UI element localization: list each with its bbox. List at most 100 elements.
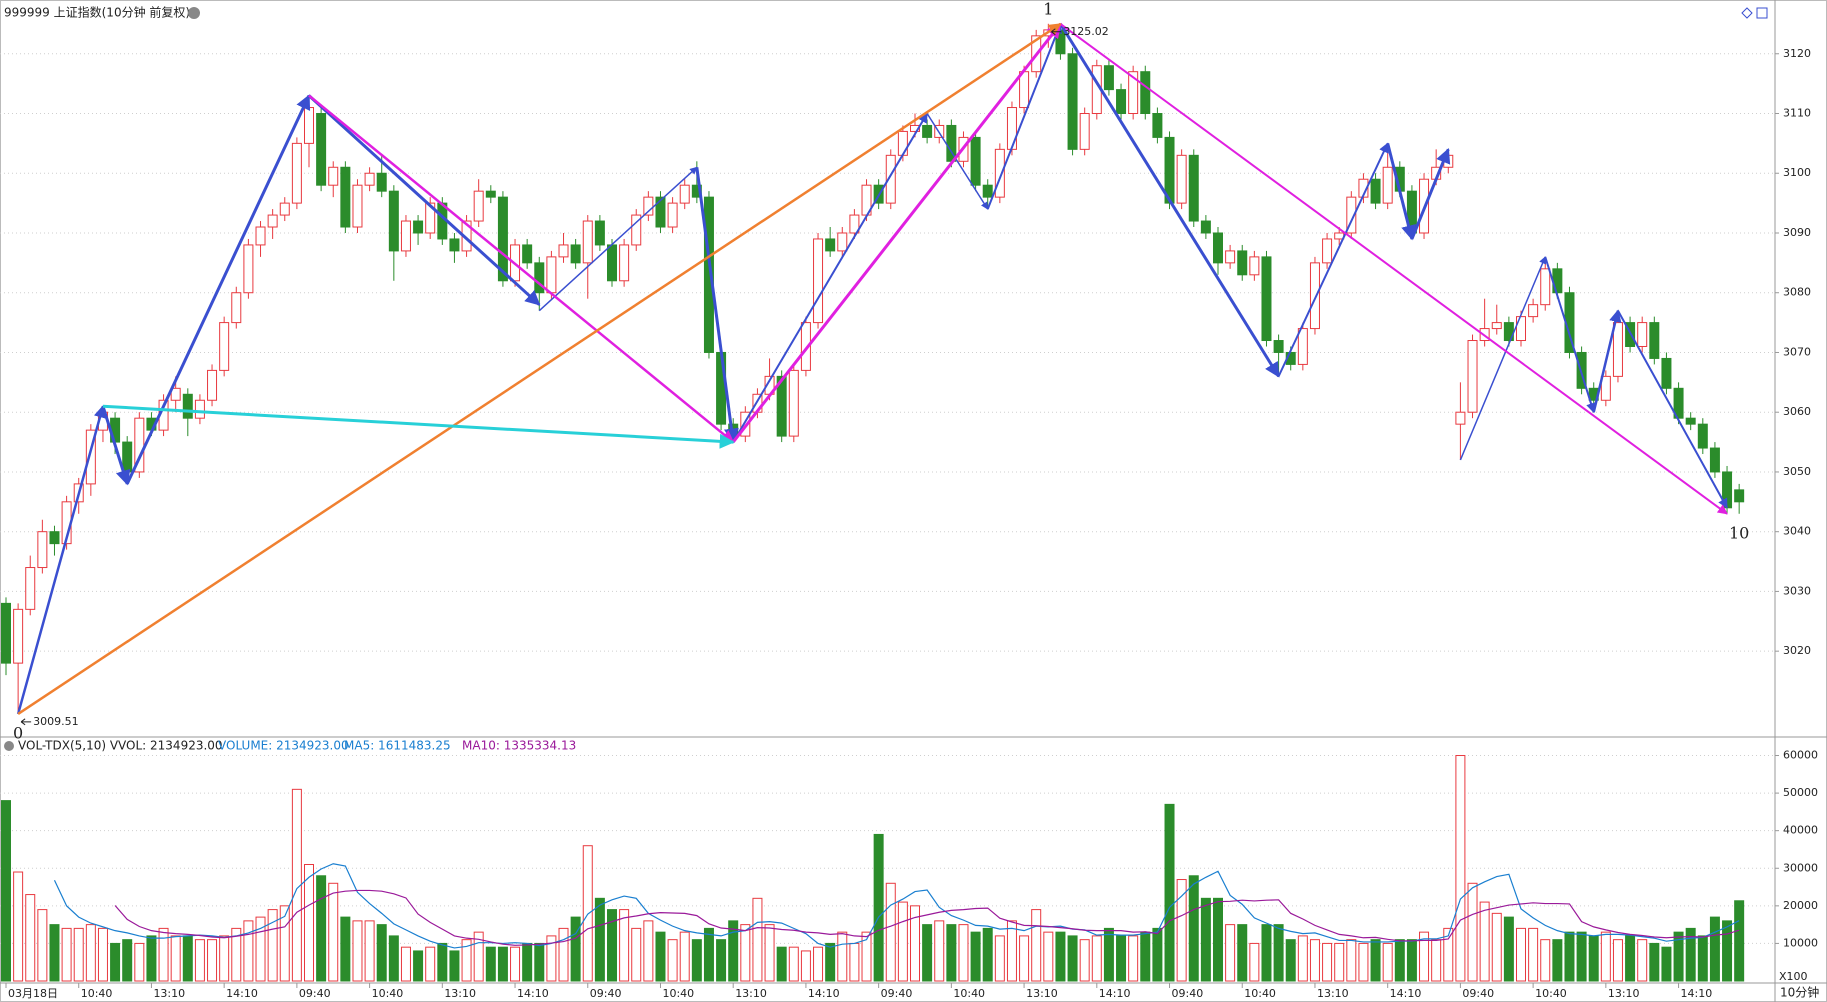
volume-bar xyxy=(49,924,60,982)
trend-line xyxy=(1059,23,1728,515)
volume-bar xyxy=(1540,939,1551,982)
volume-bar xyxy=(885,882,896,982)
trend-line xyxy=(1277,142,1389,377)
candle-body xyxy=(352,184,363,228)
candle-body xyxy=(207,369,218,401)
candle-body xyxy=(885,154,896,204)
volume-bar xyxy=(1152,927,1163,982)
candle-body xyxy=(994,148,1005,198)
x-tick-label: 10:40 xyxy=(662,987,694,1000)
volume-bar xyxy=(1467,882,1478,982)
candle xyxy=(837,227,848,257)
volume-bar xyxy=(207,939,218,982)
volume-bar xyxy=(461,939,472,982)
candle-body xyxy=(1152,113,1163,138)
volume-bar xyxy=(437,942,448,982)
candle-body xyxy=(1661,357,1672,389)
x-tick-label: 13:10 xyxy=(735,987,767,1000)
x-tick-label: 10:40 xyxy=(372,987,404,1000)
wave-label: 1 xyxy=(1043,0,1053,18)
candle-body xyxy=(837,232,848,252)
volume-bar xyxy=(522,942,533,982)
trend-line xyxy=(732,112,928,443)
candle-body xyxy=(231,292,242,324)
candle-body xyxy=(340,166,351,228)
candle xyxy=(1685,412,1696,431)
volume-bar xyxy=(897,901,908,982)
volume-bar xyxy=(1188,875,1199,982)
volume-bar xyxy=(413,950,424,982)
candle-body xyxy=(1079,113,1090,150)
candle-body xyxy=(1467,340,1478,413)
candle xyxy=(800,316,811,377)
candle-body xyxy=(1612,322,1623,377)
candle-body xyxy=(776,375,787,437)
candle xyxy=(825,227,836,257)
candle-body xyxy=(655,196,666,228)
candle xyxy=(594,215,605,251)
candle xyxy=(1528,298,1539,323)
title-icon[interactable] xyxy=(188,7,200,19)
candle xyxy=(291,137,302,210)
volume-bar xyxy=(728,920,739,982)
volume-bar xyxy=(1479,901,1490,982)
trend-line xyxy=(125,94,311,485)
tool-icon[interactable] xyxy=(1741,7,1753,19)
candle-body xyxy=(703,196,714,353)
volume-bar xyxy=(703,927,714,982)
y-tick-label: 3120 xyxy=(1783,47,1811,60)
candle-body xyxy=(534,262,545,294)
candle xyxy=(1152,107,1163,144)
volume-bar xyxy=(219,935,230,982)
volume-bar xyxy=(594,897,605,982)
candle-body xyxy=(570,244,581,264)
x-tick-label: 13:10 xyxy=(1608,987,1640,1000)
vol-y-tick-label: 60000 xyxy=(1783,749,1818,762)
volume-bar xyxy=(1685,927,1696,982)
volume-bar xyxy=(1213,897,1223,982)
vol-icon[interactable] xyxy=(4,741,14,751)
volume-bar xyxy=(1734,900,1745,982)
candle-body xyxy=(1,602,11,664)
candle-body xyxy=(1103,65,1114,91)
candle-body xyxy=(425,202,436,234)
candle-body xyxy=(582,220,593,264)
candle xyxy=(1661,352,1672,395)
candle xyxy=(1370,173,1381,210)
volume-bar xyxy=(328,882,339,982)
candle-body xyxy=(922,124,933,138)
volume-bar xyxy=(1552,939,1563,982)
x-tick-label: 14:10 xyxy=(1390,987,1422,1000)
candle xyxy=(1346,191,1357,239)
candle-body xyxy=(897,130,908,156)
volume-bar xyxy=(946,924,957,982)
volume-bar xyxy=(861,931,872,982)
volume-bar xyxy=(534,942,545,982)
x-tick-label: 10:40 xyxy=(953,987,985,1000)
candle-body xyxy=(37,531,48,569)
tool-icon[interactable] xyxy=(1756,7,1768,19)
candle-body xyxy=(1649,322,1660,359)
volume-bar xyxy=(825,942,836,982)
volume-bar xyxy=(958,924,969,982)
trend-line xyxy=(1459,256,1547,461)
candle xyxy=(473,179,484,228)
candle-body xyxy=(643,196,654,216)
volume-bar xyxy=(122,939,133,982)
volume-bar xyxy=(1406,939,1417,982)
candle-body xyxy=(485,190,496,198)
candle-body xyxy=(1019,71,1030,109)
candle xyxy=(1116,83,1127,120)
candle-body xyxy=(1249,256,1260,276)
y-tick-label: 3080 xyxy=(1783,286,1811,299)
candle-body xyxy=(825,238,836,252)
candle-body xyxy=(667,202,678,228)
volume-bar xyxy=(1285,939,1296,982)
candle-body xyxy=(449,238,460,252)
candle xyxy=(1213,227,1223,275)
volume-bar xyxy=(1431,939,1442,982)
volume-bar xyxy=(194,939,205,982)
candle xyxy=(25,555,36,616)
volume-bar xyxy=(1625,935,1636,982)
x-tick-label: 09:40 xyxy=(1172,987,1204,1000)
